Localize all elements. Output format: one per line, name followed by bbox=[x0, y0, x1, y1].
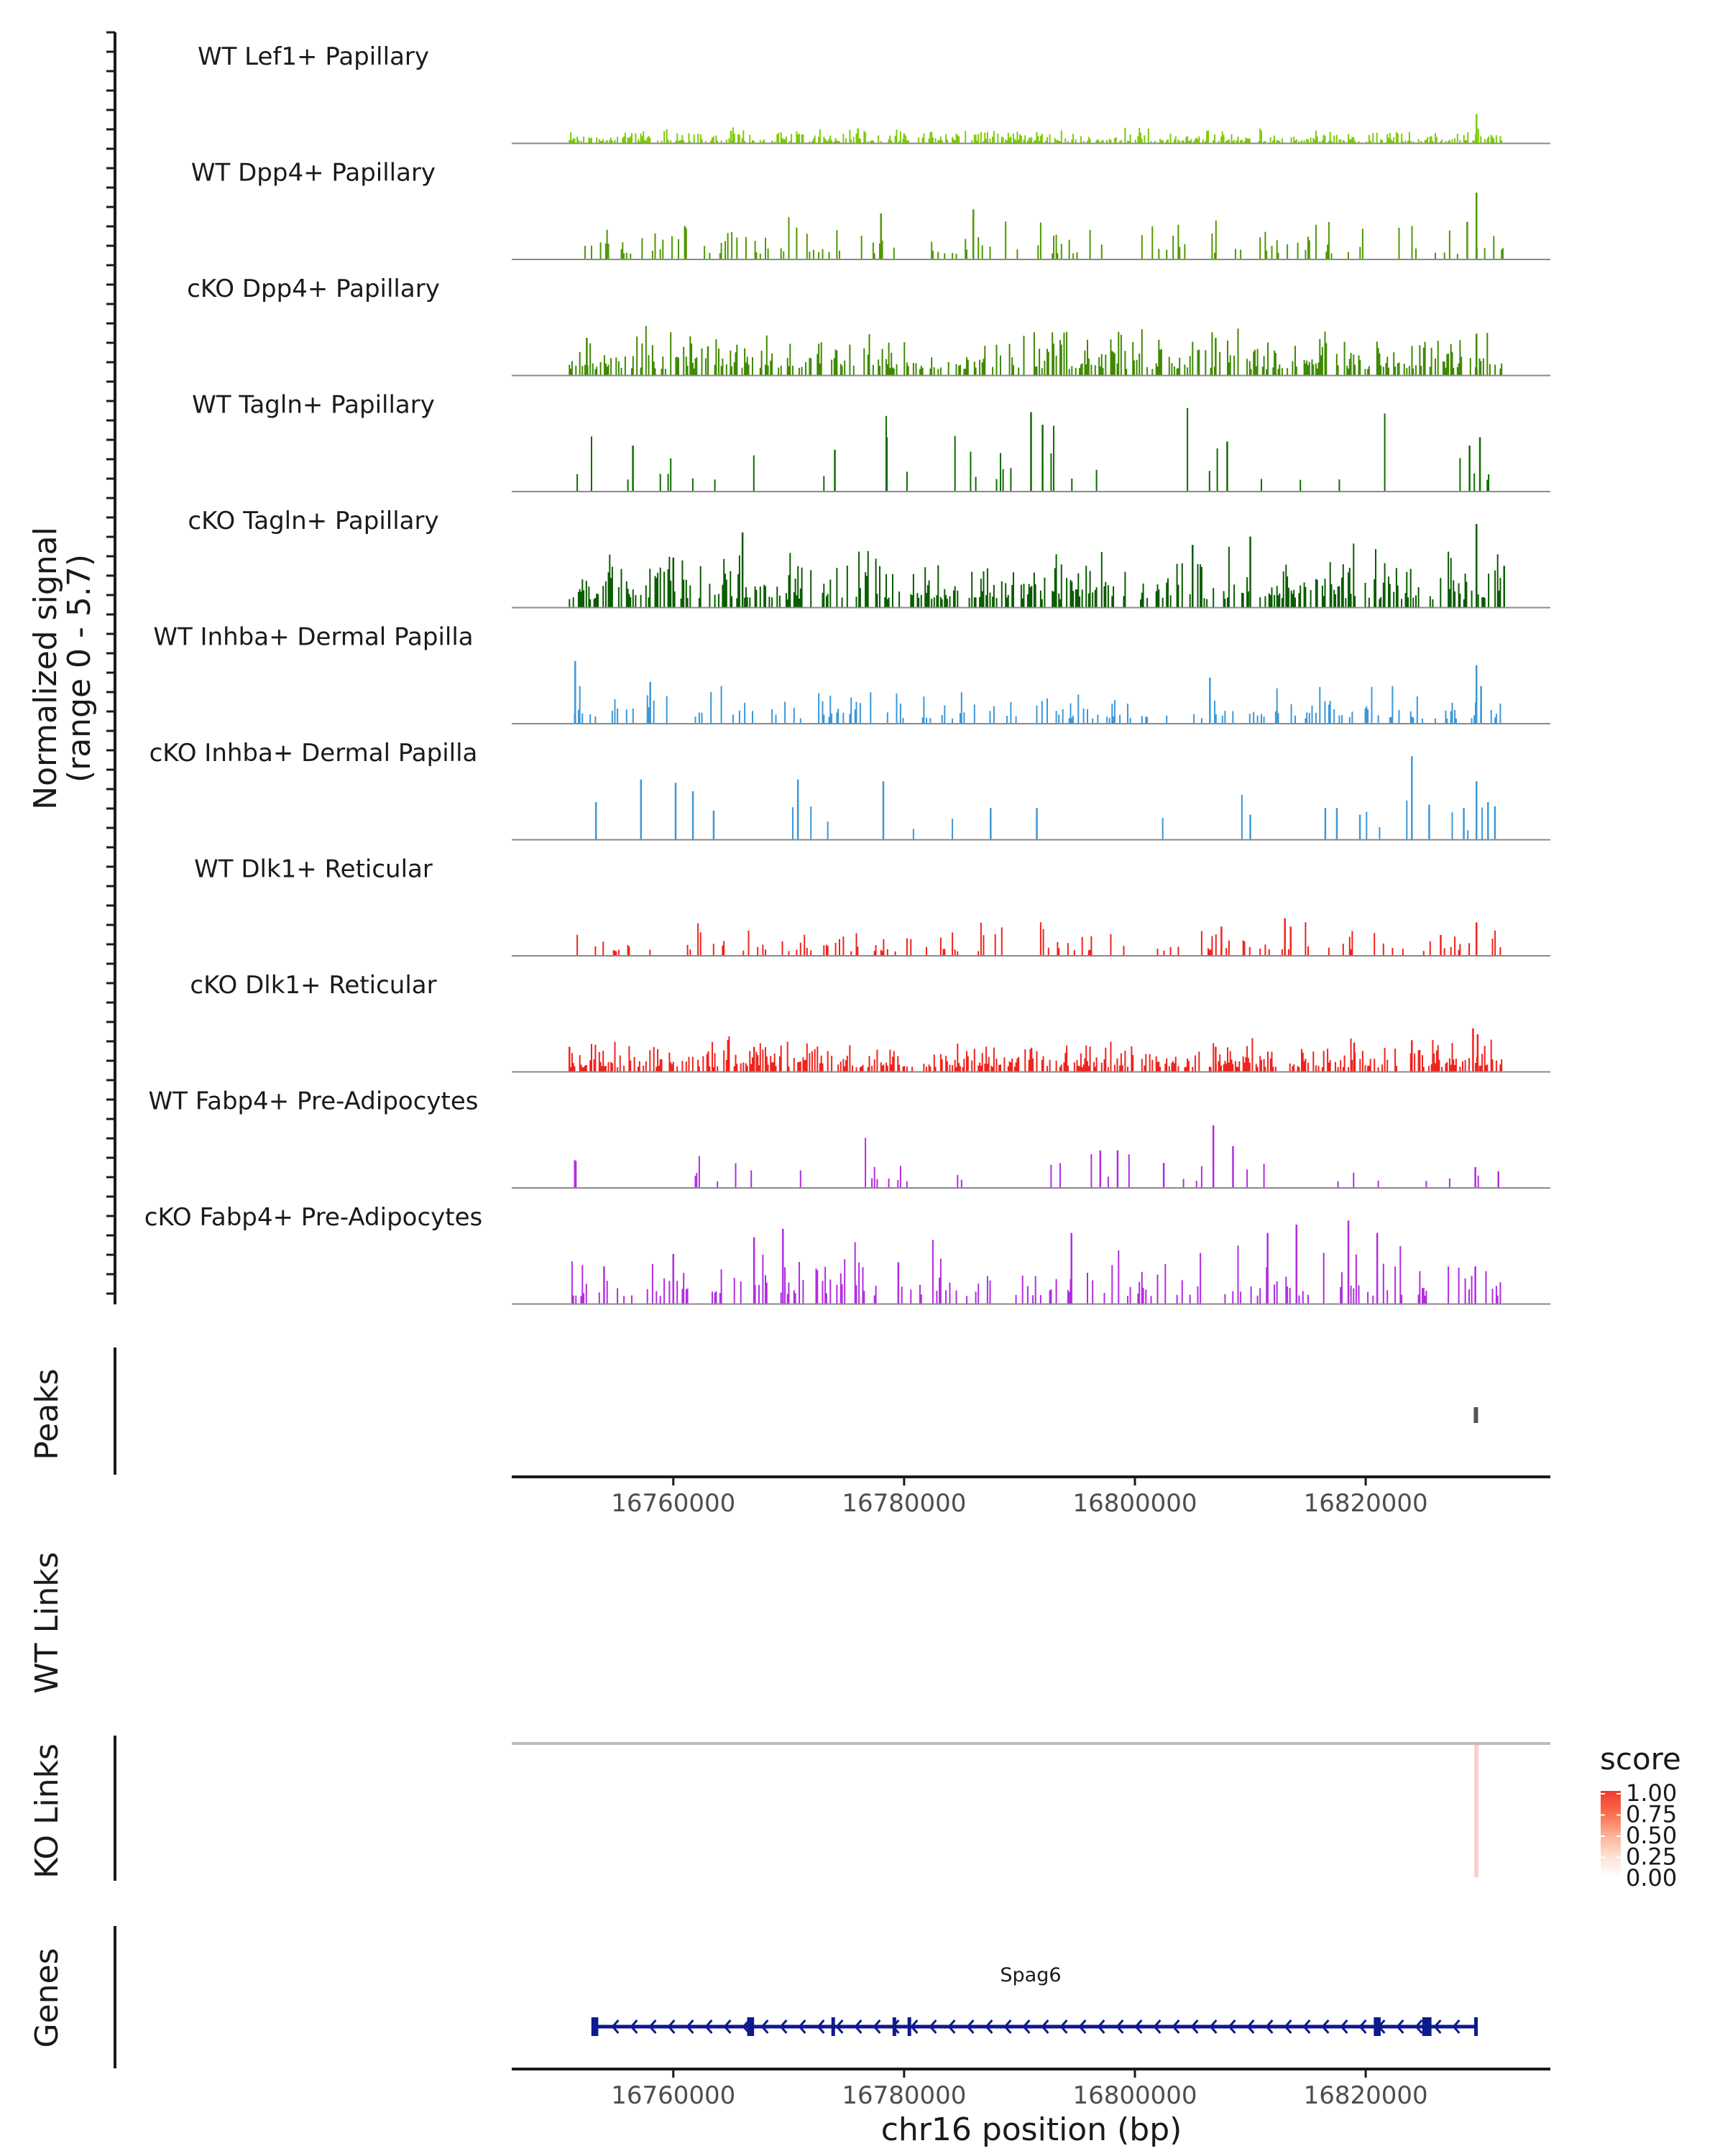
x-tick-label: 16760000 bbox=[611, 1489, 735, 1518]
gene-exon bbox=[747, 2017, 755, 2036]
coverage-track: cKO Dlk1+ Reticular bbox=[190, 971, 1550, 1073]
wt-links-title: WT Links bbox=[29, 1552, 65, 1693]
coverage-track: WT Dlk1+ Reticular bbox=[194, 855, 1550, 957]
score-legend: score 1.000.750.500.250.00 bbox=[1600, 1741, 1681, 1892]
track-label: WT Fabp4+ Pre-Adipocytes bbox=[149, 1087, 479, 1116]
signal-axis-title-line2: (range 0 - 5.7) bbox=[61, 554, 98, 783]
legend-label: 0.25 bbox=[1626, 1843, 1677, 1871]
wt-links-panel: WT Links bbox=[29, 1552, 65, 1693]
track-label: WT Dlk1+ Reticular bbox=[194, 855, 433, 884]
x-axis-bottom: 16760000 16780000 16800000 16820000 bbox=[611, 2069, 1428, 2110]
coverage-bars bbox=[574, 1138, 1479, 1188]
peaks-panel: Peaks 16760000 16780000 16800000 16820000 bbox=[29, 1348, 1550, 1518]
coverage-track: WT Lef1+ Papillary bbox=[198, 42, 1550, 144]
signal-y-ticks bbox=[106, 31, 115, 1295]
peak-features bbox=[1473, 1407, 1478, 1423]
track-label: WT Dpp4+ Papillary bbox=[191, 159, 436, 188]
x-tick-label: 16820000 bbox=[1304, 1489, 1428, 1518]
peaks-title: Peaks bbox=[29, 1368, 65, 1460]
track-label: WT Tagln+ Papillary bbox=[192, 391, 435, 420]
legend-title: score bbox=[1600, 1741, 1681, 1777]
track-label: cKO Dlk1+ Reticular bbox=[190, 971, 436, 1000]
x-tick-label: 16760000 bbox=[611, 2081, 735, 2110]
x-tick-label: 16800000 bbox=[1072, 1489, 1197, 1518]
track-label: cKO Fabp4+ Pre-Adipocytes bbox=[144, 1203, 483, 1232]
coverage-bars bbox=[569, 326, 1503, 376]
coverage-track: cKO Inhba+ Dermal Papilla bbox=[150, 739, 1550, 841]
gene-exon bbox=[1474, 2017, 1478, 2036]
coverage-bars bbox=[574, 686, 1501, 724]
coverage-bars bbox=[584, 217, 1504, 259]
gene-exon bbox=[892, 2017, 896, 2036]
x-tick-label: 16780000 bbox=[842, 2081, 966, 2110]
legend-label: 0.00 bbox=[1626, 1864, 1677, 1892]
track-label: WT Inhba+ Dermal Papilla bbox=[153, 623, 473, 652]
signal-axis-title-line1: Normalized signal bbox=[27, 527, 64, 810]
legend-label: 1.00 bbox=[1626, 1779, 1677, 1807]
track-label: cKO Tagln+ Papillary bbox=[188, 507, 438, 535]
coverage-bars bbox=[569, 127, 1503, 144]
legend-label: 0.75 bbox=[1626, 1801, 1677, 1828]
legend-colorbar bbox=[1601, 1791, 1621, 1877]
coverage-bars bbox=[792, 794, 1484, 840]
gene-exon bbox=[907, 2017, 911, 2036]
coverage-track: cKO Dpp4+ Papillary bbox=[187, 275, 1550, 377]
ko-links-title: KO Links bbox=[29, 1743, 65, 1879]
gene-exon bbox=[1374, 2017, 1381, 2036]
gene-exon bbox=[831, 2017, 835, 2036]
coverage-track: WT Dpp4+ Papillary bbox=[191, 159, 1550, 260]
track-label: WT Lef1+ Papillary bbox=[198, 42, 429, 71]
gene-label: Spag6 bbox=[1000, 1964, 1061, 1986]
ko-links-panel: KO Links bbox=[29, 1736, 1550, 1881]
coverage-track: cKO Tagln+ Papillary bbox=[188, 507, 1550, 609]
coverage-bars bbox=[576, 407, 1490, 492]
legend-label: 0.50 bbox=[1626, 1822, 1677, 1849]
genes-title: Genes bbox=[29, 1948, 65, 2047]
track-label: cKO Dpp4+ Papillary bbox=[187, 275, 440, 303]
x-tick-label: 16800000 bbox=[1072, 2081, 1197, 2110]
coverage-track: WT Tagln+ Papillary bbox=[192, 391, 1550, 492]
coverage-track: WT Inhba+ Dermal Papilla bbox=[153, 623, 1550, 724]
genes-panel: Genes Spag6 16760000 16780000 16800000 1682… bbox=[29, 1926, 1550, 2148]
x-axis-title: chr16 position (bp) bbox=[881, 2111, 1182, 2148]
signal-panel: Normalized signal (range 0 - 5.7) WT Lef… bbox=[27, 31, 1550, 1305]
peak-feature bbox=[1473, 1407, 1478, 1423]
track-label: cKO Inhba+ Dermal Papilla bbox=[150, 739, 478, 768]
coverage-bars bbox=[569, 1036, 1503, 1072]
coverage-tracks: WT Lef1+ Papillary WT Dpp4+ Papillary cKO … bbox=[144, 42, 1550, 1305]
coverage-bars bbox=[576, 922, 1501, 956]
coverage-track: WT Fabp4+ Pre-Adipocytes bbox=[149, 1087, 1550, 1189]
x-tick-label: 16780000 bbox=[842, 1489, 966, 1518]
gene-exon bbox=[1422, 2017, 1432, 2036]
x-axis-top: 16760000 16780000 16800000 16820000 bbox=[611, 1477, 1428, 1518]
coverage-track: cKO Fabp4+ Pre-Adipocytes bbox=[144, 1203, 1550, 1305]
coverage-bars bbox=[571, 1240, 1501, 1304]
gene-exon bbox=[591, 2017, 599, 2036]
coverage-bars bbox=[569, 543, 1501, 608]
legend-labels: 1.000.750.500.250.00 bbox=[1601, 1779, 1677, 1892]
gene-models: Spag6 bbox=[591, 1964, 1478, 2036]
x-tick-label: 16820000 bbox=[1304, 2081, 1428, 2110]
